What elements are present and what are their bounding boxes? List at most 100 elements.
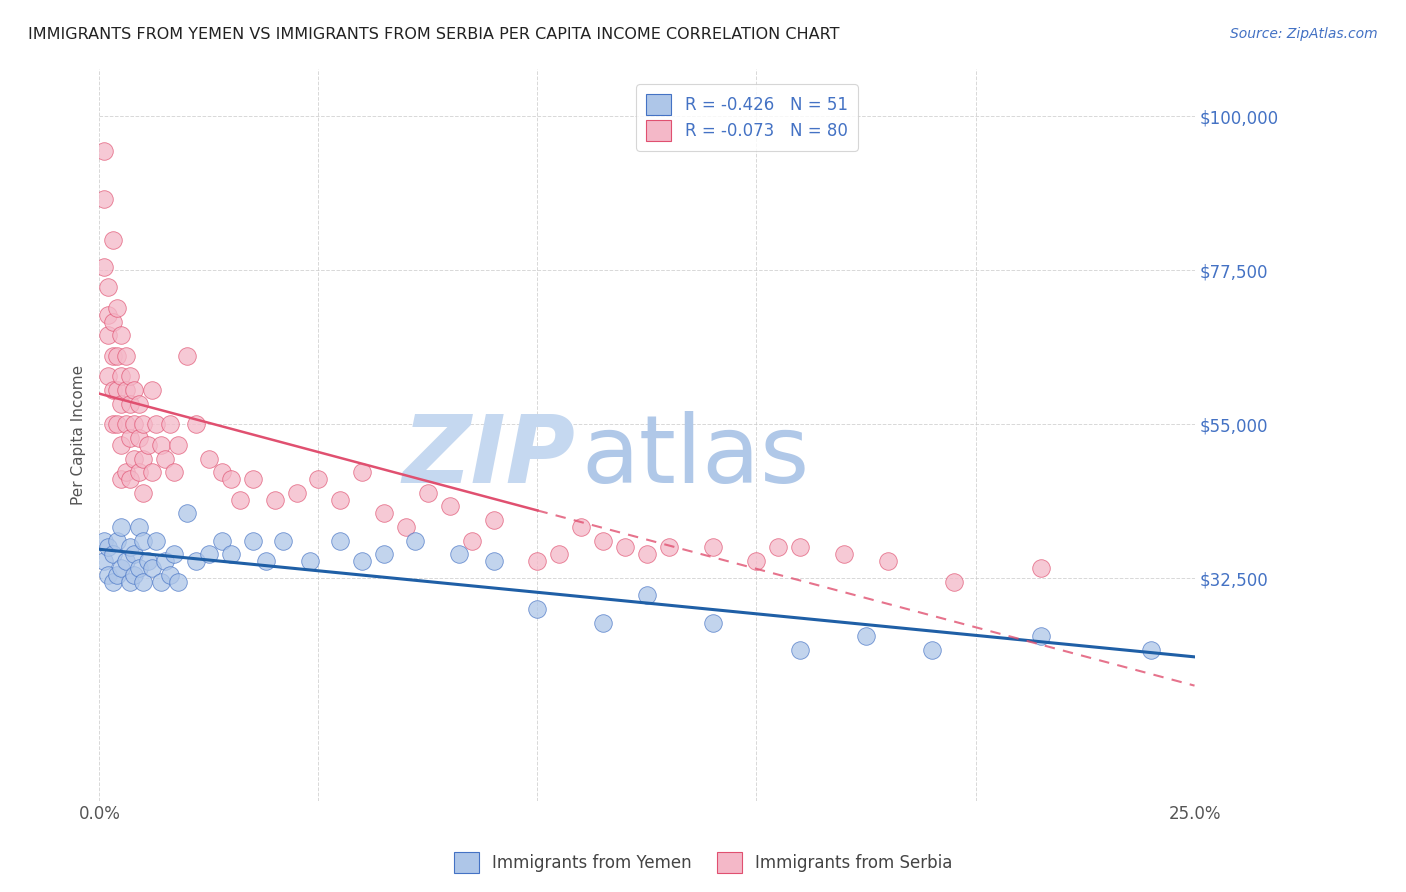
- Point: [120, 472, 142, 486]
- Point: [184, 417, 207, 432]
- Point: [352, 465, 374, 479]
- Point: [124, 547, 146, 561]
- Point: [101, 233, 124, 247]
- Point: [242, 533, 264, 548]
- Point: [167, 574, 190, 589]
- Point: [832, 547, 855, 561]
- Point: [97, 308, 120, 322]
- Point: [789, 541, 811, 555]
- Point: [97, 541, 120, 555]
- Text: atlas: atlas: [581, 410, 810, 502]
- Point: [128, 397, 150, 411]
- Point: [176, 506, 198, 520]
- Point: [110, 561, 132, 575]
- Point: [97, 567, 120, 582]
- Point: [921, 643, 943, 657]
- Point: [114, 465, 136, 479]
- Point: [745, 554, 768, 568]
- Point: [141, 465, 163, 479]
- Point: [855, 629, 877, 643]
- Point: [482, 554, 505, 568]
- Point: [128, 520, 150, 534]
- Point: [592, 533, 614, 548]
- Point: [167, 438, 190, 452]
- Point: [141, 383, 163, 397]
- Point: [569, 520, 592, 534]
- Point: [128, 465, 150, 479]
- Point: [114, 417, 136, 432]
- Point: [110, 369, 132, 384]
- Point: [548, 547, 571, 561]
- Point: [145, 533, 167, 548]
- Point: [120, 397, 142, 411]
- Point: [1031, 629, 1053, 643]
- Point: [101, 315, 124, 329]
- Point: [877, 554, 900, 568]
- Point: [120, 574, 142, 589]
- Point: [120, 431, 142, 445]
- Point: [163, 465, 186, 479]
- Point: [93, 554, 115, 568]
- Point: [153, 554, 176, 568]
- Point: [101, 574, 124, 589]
- Point: [592, 615, 614, 630]
- Point: [482, 513, 505, 527]
- Point: [110, 520, 132, 534]
- Point: [105, 301, 128, 315]
- Point: [329, 492, 352, 507]
- Point: [439, 500, 461, 514]
- Point: [526, 602, 548, 616]
- Point: [149, 438, 172, 452]
- Point: [373, 506, 395, 520]
- Point: [110, 397, 132, 411]
- Point: [101, 417, 124, 432]
- Point: [110, 472, 132, 486]
- Point: [93, 192, 115, 206]
- Point: [285, 485, 308, 500]
- Point: [159, 567, 181, 582]
- Point: [273, 533, 295, 548]
- Point: [184, 554, 207, 568]
- Point: [153, 451, 176, 466]
- Point: [1139, 643, 1161, 657]
- Point: [110, 438, 132, 452]
- Point: [93, 533, 115, 548]
- Point: [159, 417, 181, 432]
- Point: [128, 561, 150, 575]
- Point: [105, 383, 128, 397]
- Legend: R = -0.426   N = 51, R = -0.073   N = 80: R = -0.426 N = 51, R = -0.073 N = 80: [637, 84, 858, 151]
- Point: [658, 541, 681, 555]
- Point: [136, 438, 159, 452]
- Point: [447, 547, 470, 561]
- Point: [373, 547, 395, 561]
- Point: [198, 451, 221, 466]
- Point: [128, 431, 150, 445]
- Point: [101, 383, 124, 397]
- Point: [105, 349, 128, 363]
- Point: [132, 417, 155, 432]
- Y-axis label: Per Capita Income: Per Capita Income: [72, 365, 86, 505]
- Point: [263, 492, 285, 507]
- Point: [307, 472, 329, 486]
- Point: [416, 485, 439, 500]
- Point: [395, 520, 418, 534]
- Point: [526, 554, 548, 568]
- Point: [114, 383, 136, 397]
- Text: Source: ZipAtlas.com: Source: ZipAtlas.com: [1230, 27, 1378, 41]
- Point: [93, 144, 115, 158]
- Point: [132, 485, 155, 500]
- Point: [114, 554, 136, 568]
- Point: [1031, 561, 1053, 575]
- Point: [636, 588, 658, 602]
- Point: [228, 492, 250, 507]
- Point: [254, 554, 277, 568]
- Point: [132, 451, 155, 466]
- Point: [219, 547, 242, 561]
- Point: [768, 541, 790, 555]
- Point: [211, 465, 233, 479]
- Point: [298, 554, 321, 568]
- Point: [702, 541, 724, 555]
- Point: [105, 417, 128, 432]
- Point: [101, 547, 124, 561]
- Point: [114, 349, 136, 363]
